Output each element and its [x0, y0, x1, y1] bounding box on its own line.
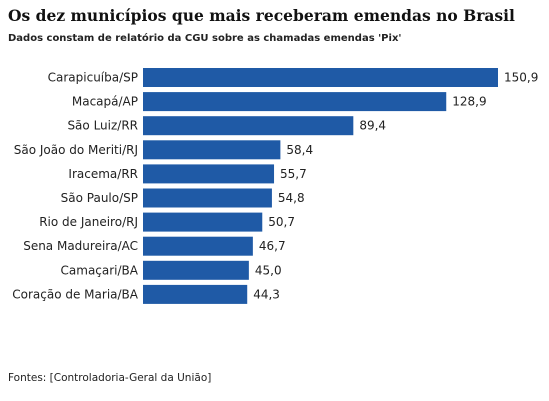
- category-label: São Paulo/SP: [61, 191, 138, 205]
- value-label: 55,7: [280, 167, 307, 181]
- bar: [143, 92, 447, 112]
- category-label: Carapicuíba/SP: [48, 71, 138, 85]
- category-label: Camaçari/BA: [61, 263, 139, 277]
- value-label: 54,8: [278, 191, 305, 205]
- bar: [143, 284, 248, 304]
- value-label: 44,3: [253, 287, 280, 301]
- bar: [143, 68, 498, 87]
- category-label: Coração de Maria/BA: [12, 287, 139, 301]
- value-label: 150,9: [504, 71, 538, 85]
- category-label: Sena Madureira/AC: [23, 239, 138, 253]
- value-label: 45,0: [255, 263, 282, 277]
- category-label: Iracema/RR: [68, 167, 138, 181]
- source-note: Fontes: [Controladoria-Geral da União]: [8, 372, 212, 384]
- bar: [143, 260, 249, 280]
- category-label: Macapá/AP: [72, 95, 138, 109]
- value-label: 58,4: [286, 143, 313, 157]
- category-label: Rio de Janeiro/RJ: [39, 215, 138, 229]
- value-label: 46,7: [259, 239, 286, 253]
- bar: [143, 116, 354, 136]
- chart-subtitle: Dados constam de relatório da CGU sobre …: [8, 33, 402, 44]
- bar: [143, 236, 253, 256]
- category-label: São Luiz/RR: [67, 119, 138, 133]
- value-label: 89,4: [359, 119, 386, 133]
- value-label: 50,7: [268, 215, 295, 229]
- bar: [143, 188, 272, 208]
- category-label: São João do Meriti/RJ: [14, 143, 138, 157]
- bar: [143, 140, 281, 160]
- bar: [143, 164, 275, 184]
- chart-title: Os dez municípios que mais receberam eme…: [8, 6, 515, 25]
- bar: [143, 212, 263, 232]
- value-label: 128,9: [452, 95, 486, 109]
